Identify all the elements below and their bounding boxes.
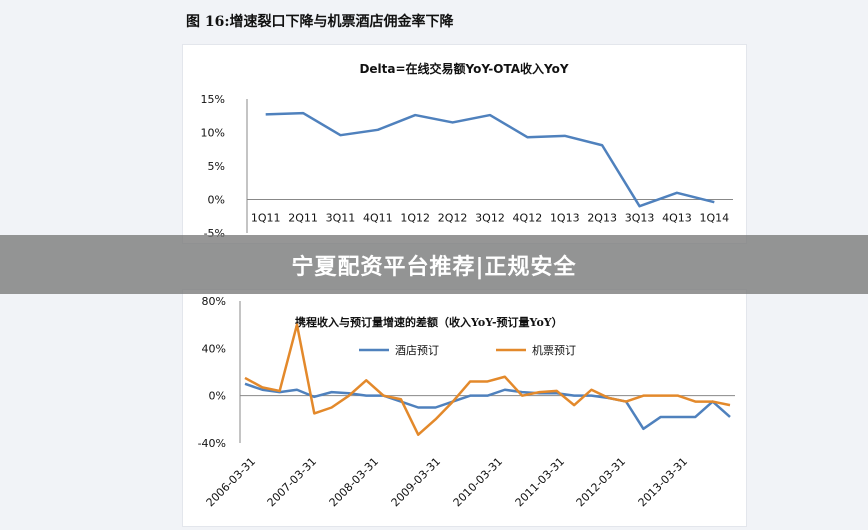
chart-panel-delta: Delta=在线交易额YoY-OTA收入YoY 15% 10% 5% 0% -5% 1Q11… (183, 45, 746, 243)
x-tick-label: 1Q11 (251, 212, 281, 225)
y-tick-label: 0% (209, 390, 226, 403)
hotel-series-line (244, 382, 731, 431)
y-tick-label: 40% (202, 342, 226, 355)
x-tick-label: 1Q13 (550, 212, 580, 225)
legend-label: 机票预订 (532, 343, 576, 357)
x-tick-label: 4Q13 (662, 212, 692, 225)
x-tick-label: 2009-03-31 (389, 455, 443, 509)
x-tick-label: 2006-03-31 (204, 455, 258, 509)
chart-panel-ctrip: 80% 40% 0% -40% 携程收入与预订量增速的差额（收入YoY-预订量YoY） 酒… (183, 290, 746, 526)
x-tick-label: 2007-03-31 (265, 455, 319, 509)
delta-series-line (265, 111, 715, 208)
x-tick-label: 4Q12 (513, 212, 543, 225)
figure-title: 图 16:增速裂口下降与机票酒店佣金率下降 (186, 14, 454, 30)
x-tick-label: 3Q11 (326, 212, 356, 225)
chart-title: 携程收入与预订量增速的差额（收入YoY-预订量YoY） (295, 315, 563, 329)
x-tick-label: 2Q11 (288, 212, 318, 225)
x-tick-label: 3Q12 (475, 212, 505, 225)
chart-title: Delta=在线交易额YoY-OTA收入YoY (359, 61, 568, 76)
x-tick-label: 2011-03-31 (513, 455, 567, 509)
y-tick-label: 10% (201, 127, 225, 140)
x-tick-label: 2Q13 (587, 212, 617, 225)
x-tick-label: 2013-03-31 (636, 455, 690, 509)
x-tick-label: 2012-03-31 (574, 455, 628, 509)
x-tick-label: 4Q11 (363, 212, 393, 225)
ctrip-growth-gap-chart: 80% 40% 0% -40% 携程收入与预订量增速的差额（收入YoY-预订量YoY） 酒… (198, 295, 735, 509)
watermark-banner: 宁夏配资平台推荐|正规安全 (0, 235, 868, 294)
y-tick-label: 0% (208, 194, 225, 207)
flight-series-line (244, 323, 731, 436)
x-tick-label: 3Q13 (625, 212, 655, 225)
y-tick-label: 80% (202, 295, 226, 308)
x-tick-label: 2010-03-31 (451, 455, 505, 509)
x-tick-label: 2Q12 (438, 212, 468, 225)
banner-text: 宁夏配资平台推荐|正规安全 (291, 254, 577, 280)
x-tick-label: 1Q14 (699, 212, 729, 225)
y-tick-label: 5% (208, 160, 225, 173)
x-tick-label: 1Q12 (400, 212, 430, 225)
x-tick-label: 2008-03-31 (327, 455, 381, 509)
y-tick-label: -40% (198, 437, 226, 450)
y-tick-label: 15% (201, 93, 225, 106)
delta-line-chart: Delta=在线交易额YoY-OTA收入YoY15%10%5%0%-5%1Q11… (201, 61, 733, 240)
legend-label: 酒店预订 (395, 343, 439, 357)
